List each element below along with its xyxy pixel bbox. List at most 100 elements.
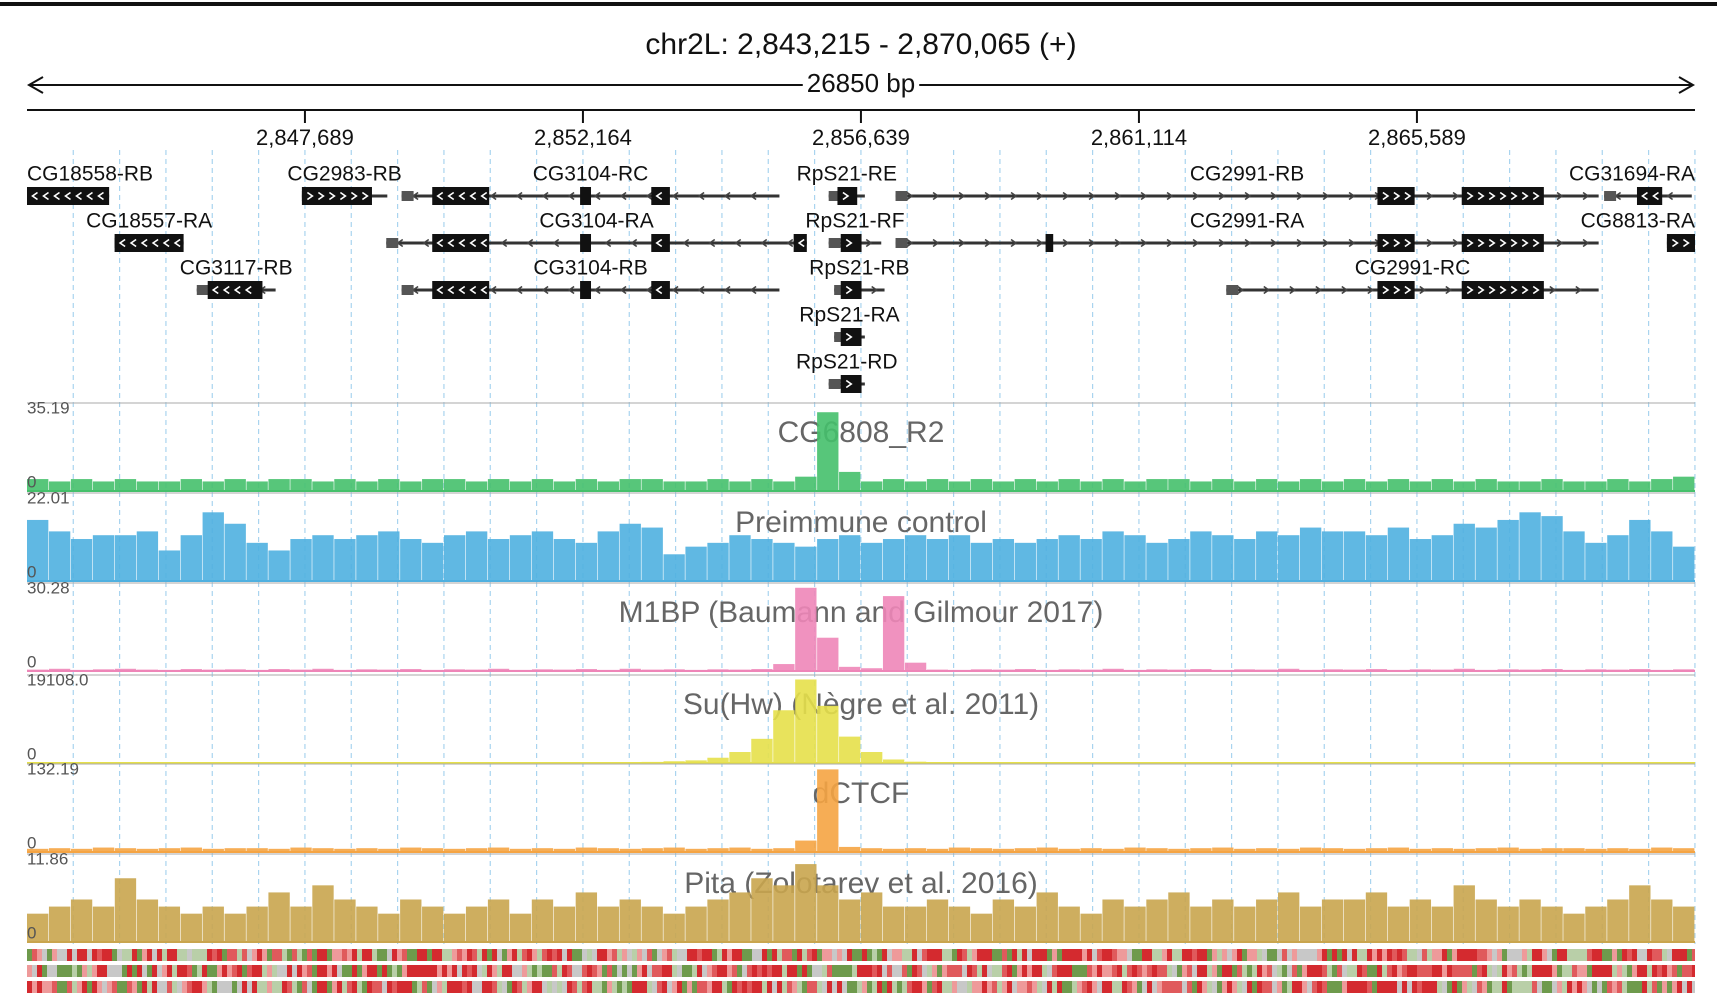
sequence-block [802,981,807,993]
strand-chevron [682,238,690,248]
sequence-block [102,981,107,993]
sequence-block [1032,981,1037,993]
sequence-block [97,981,102,993]
sequence-block [1302,981,1307,993]
sequence-block [717,981,722,993]
sequence-block [757,981,762,993]
sequence-block [1402,949,1407,961]
sequence-block [1427,965,1432,977]
sequence-block [1222,949,1227,961]
signal-bar [136,481,159,491]
sequence-block [412,949,417,961]
sequence-block [237,981,242,993]
signal-bar [1278,481,1300,491]
sequence-block [377,949,382,961]
sequence-block [827,949,832,961]
signal-bar [1036,481,1058,491]
sequence-block [787,949,792,961]
signal-bar [1014,542,1036,581]
strand-chevron [222,285,230,295]
sequence-block [1297,965,1302,977]
sequence-block [122,965,127,977]
signal-bar [685,848,707,852]
sequence-block [957,965,962,977]
sequence-block [957,981,962,993]
sequence-block [192,949,197,961]
sequence-block [1482,981,1487,993]
sequence-block [392,949,397,961]
strand-chevron [1556,238,1564,248]
gene: CG3104-RA [386,210,807,252]
signal-bar [1014,906,1036,942]
sequence-block [747,981,752,993]
sequence-block [1687,949,1692,961]
sequence-block [1362,949,1367,961]
sequence-block [552,981,557,993]
sequence-block [1107,949,1112,961]
sequence-block [257,965,262,977]
signal-bar [926,479,949,491]
sequence-block [1127,981,1132,993]
sequence-block [832,981,837,993]
sequence-block [222,981,227,993]
sequence-block [1102,949,1107,961]
strand-chevron [1263,285,1271,295]
sequence-block [1472,965,1477,977]
sequence-block [637,965,642,977]
signal-bar [839,899,861,942]
sequence-block [227,949,232,961]
signal-bar [509,848,532,852]
strand-chevron [865,238,873,248]
gene-label: CG31694-RA [1569,163,1695,186]
sequence-block [402,981,407,993]
exon [1461,234,1544,252]
strand-chevron [906,238,914,248]
sequence-block [137,949,142,961]
sequence-block [712,949,717,961]
signal-bar [224,479,246,491]
strand-chevron [1322,238,1330,248]
signal-bar [817,412,839,491]
sequence-block [992,965,997,977]
sequence-block [642,965,647,977]
sequence-block [1587,981,1592,993]
strand-chevron [1404,285,1412,295]
sequence-block [712,981,717,993]
signal-bar [1673,848,1695,852]
sequence-block [347,981,352,993]
sequence-block [152,965,157,977]
sequence-block [922,949,927,961]
strand-chevron [593,191,601,201]
signal-bar [773,481,795,491]
sequence-block [507,981,512,993]
track-name: Preimmune control [735,506,987,539]
strand-chevron [1062,191,1070,201]
strand-chevron [541,191,549,201]
sequence-block [422,981,427,993]
sequence-block [832,949,837,961]
sequence-block [422,949,427,961]
sequence-block [977,965,982,977]
sequence-block [737,949,742,961]
gene-end [401,285,414,295]
strand-chevron [436,238,444,248]
sequence-block [1532,949,1537,961]
sequence-block [397,965,402,977]
sequence-block [147,965,152,977]
signal-bar [1585,481,1607,491]
sequence-block [1607,965,1612,977]
sequence-block [1087,965,1092,977]
signal-bar [268,848,290,852]
sequence-block [112,949,117,961]
signal-bar [1080,913,1102,942]
strand-chevron [64,191,71,201]
signal-bar [356,481,378,491]
sequence-block [1347,981,1352,993]
sequence-block [957,949,962,961]
signal-bar [1080,481,1102,491]
signal-bar [1365,535,1388,581]
sequence-block [822,949,827,961]
gene: CG8813-RA [1581,210,1695,252]
sequence-block [792,949,797,961]
signal-bar [1541,848,1563,852]
